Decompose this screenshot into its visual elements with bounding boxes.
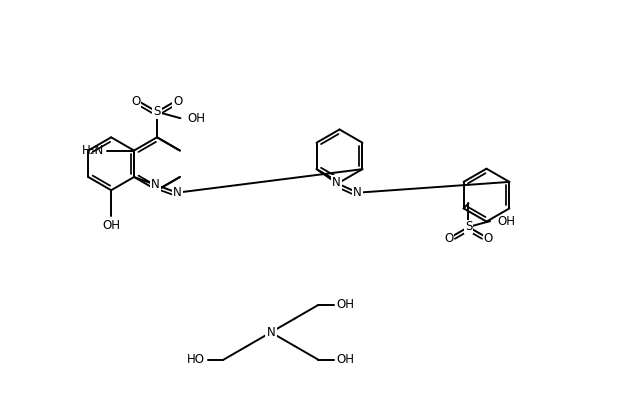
Text: N: N [266,326,275,339]
Text: O: O [132,94,141,108]
Text: O: O [445,233,454,245]
Text: N: N [353,186,362,199]
Text: OH: OH [336,298,355,312]
Text: S: S [465,220,472,233]
Text: S: S [153,105,161,118]
Text: N: N [332,177,341,189]
Text: OH: OH [102,219,120,232]
Text: H₂N: H₂N [81,144,104,157]
Text: O: O [173,94,182,108]
Text: N: N [173,186,181,199]
Text: N: N [151,179,160,191]
Text: OH: OH [336,353,355,366]
Text: OH: OH [187,112,205,125]
Text: OH: OH [497,215,515,228]
Text: O: O [483,233,493,245]
Text: HO: HO [187,353,205,366]
